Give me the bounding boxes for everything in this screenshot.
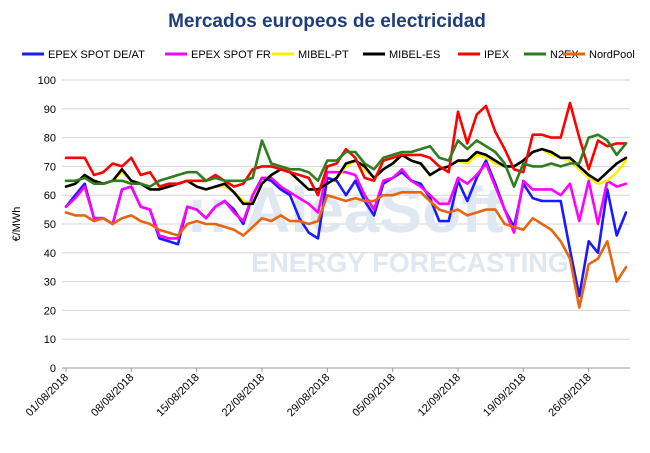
x-tick-label: 15/08/2018 bbox=[154, 372, 201, 419]
legend-label-nordpool: NordPool bbox=[589, 49, 635, 61]
x-tick-label: 29/08/2018 bbox=[285, 372, 332, 419]
legend-label-mibel-es: MIBEL-ES bbox=[389, 49, 440, 61]
x-tick-label: 01/08/2018 bbox=[24, 372, 71, 419]
series-line-epex-spot-fr bbox=[64, 162, 628, 240]
series-line-mibel-es bbox=[64, 147, 628, 206]
legend: EPEX SPOT DE/AT EPEX SPOT FR MIBEL-PT MIBEL… bbox=[22, 49, 635, 61]
y-tick-label: 20 bbox=[44, 305, 56, 317]
chart-title: Mercados europeos de electricidad bbox=[168, 11, 486, 32]
x-tick-label: 19/09/2018 bbox=[481, 372, 528, 419]
y-tick-label: 50 bbox=[44, 219, 56, 231]
y-tick-label: 80 bbox=[44, 133, 56, 145]
watermark-tagline: ENERGY FORECASTING bbox=[251, 248, 569, 278]
series-line-ipex bbox=[64, 101, 628, 197]
y-tick-label: 90 bbox=[44, 104, 56, 116]
y-tick-label: 60 bbox=[44, 190, 56, 202]
series-line-n2ex bbox=[64, 133, 628, 188]
legend-label-epex-spot-de-at: EPEX SPOT DE/AT bbox=[48, 49, 145, 61]
x-axis-ticks: 01/08/2018 08/08/2018 15/08/2018 22/08/2018… bbox=[24, 368, 594, 419]
y-tick-label: 70 bbox=[44, 161, 56, 173]
x-tick-label: 26/09/2018 bbox=[546, 372, 593, 419]
series-line-nordpool bbox=[64, 191, 628, 309]
y-axis-ticks: 0 10 20 30 40 50 60 70 80 90 100 bbox=[38, 75, 56, 375]
series-line-epex-spot-de-at bbox=[64, 159, 628, 298]
y-tick-label: 100 bbox=[38, 75, 56, 87]
y-tick-label: 30 bbox=[44, 277, 56, 289]
x-tick-label: 05/09/2018 bbox=[350, 372, 397, 419]
y-tick-label: 0 bbox=[50, 363, 56, 375]
legend-label-mibel-pt: MIBEL-PT bbox=[298, 49, 349, 61]
y-axis-label: €/MWh bbox=[11, 207, 23, 242]
x-tick-label: 12/09/2018 bbox=[416, 372, 463, 419]
legend-label-epex-spot-fr: EPEX SPOT FR bbox=[191, 49, 271, 61]
x-tick-label: 08/08/2018 bbox=[89, 372, 136, 419]
x-tick-label: 22/08/2018 bbox=[220, 372, 267, 419]
y-tick-label: 40 bbox=[44, 248, 56, 260]
legend-label-ipex: IPEX bbox=[484, 49, 510, 61]
series-lines bbox=[64, 101, 628, 309]
y-tick-label: 10 bbox=[44, 334, 56, 346]
